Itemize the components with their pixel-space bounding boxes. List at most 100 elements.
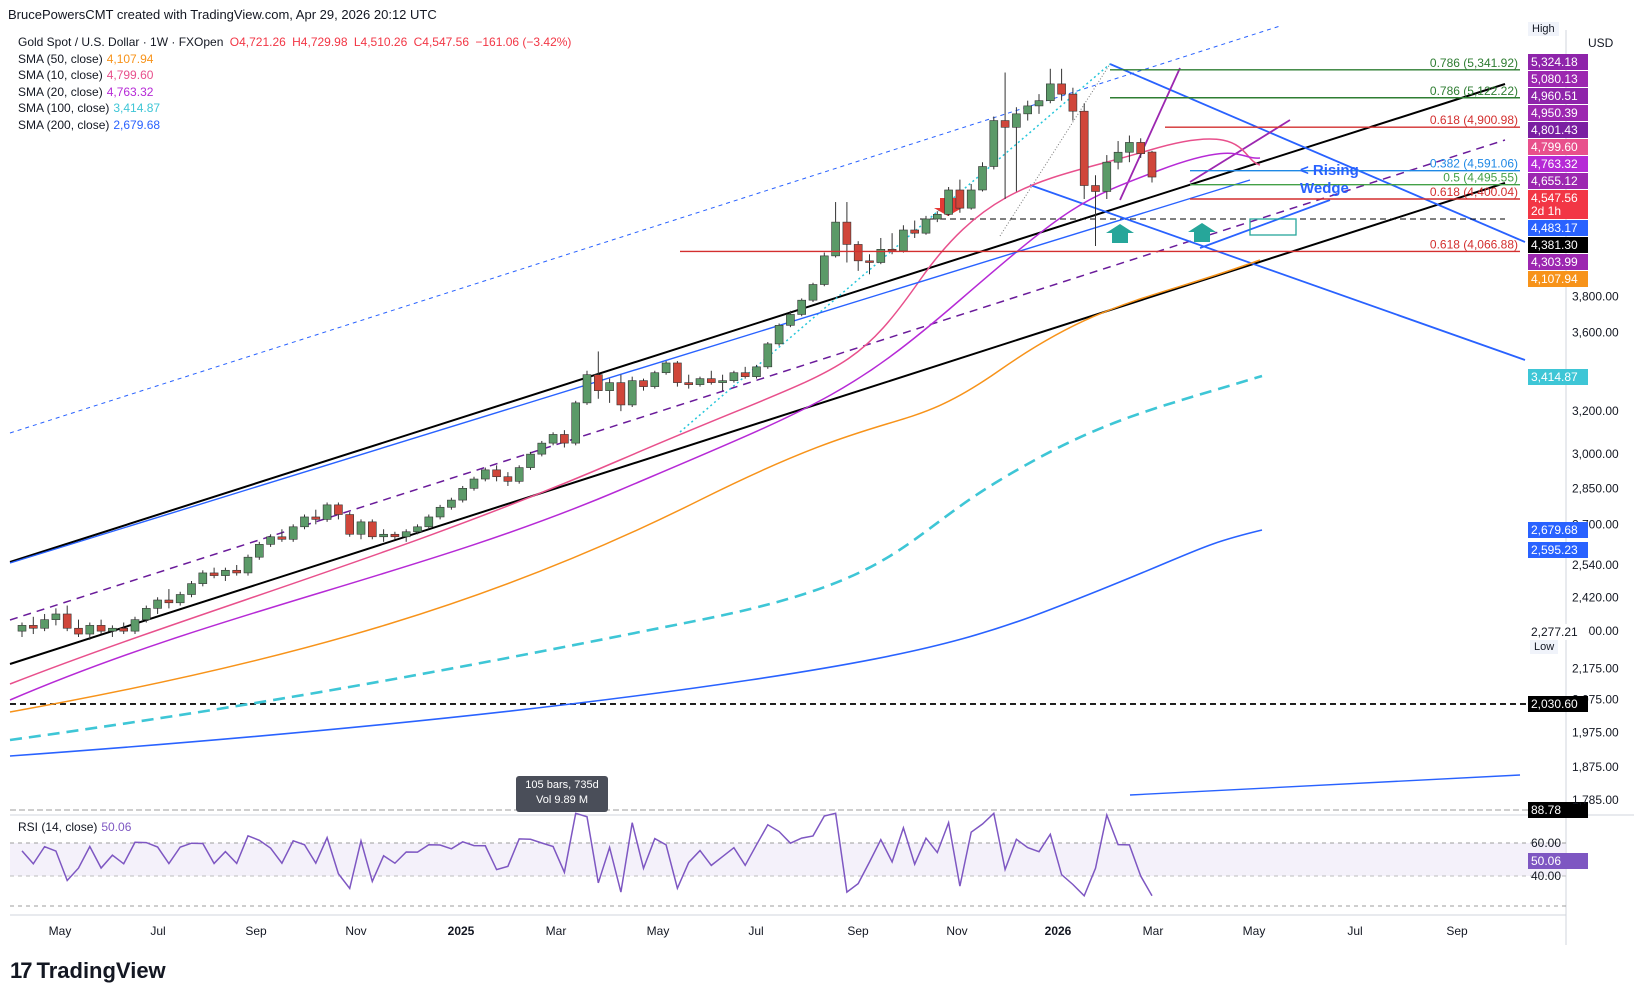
price-tag: [1528, 254, 1588, 270]
fib-level-label: 0.786 (5,341.92): [1430, 56, 1518, 70]
candle-body: [164, 599, 174, 604]
candle-body: [774, 325, 784, 345]
up-arrow-icon: [1188, 223, 1216, 242]
candle-body: [966, 189, 976, 209]
candle-body: [639, 380, 648, 387]
price-tag: [1528, 54, 1588, 70]
indicator-label: SMA (10, close): [18, 68, 103, 82]
rsi-scale-label: 50.06: [1531, 854, 1561, 868]
candle-body: [130, 619, 140, 632]
indicator-sma100[interactable]: SMA (100, close) 3,414.87: [18, 100, 571, 117]
candle-body: [571, 402, 581, 444]
candle-body: [1091, 185, 1100, 192]
candle-body: [593, 374, 603, 391]
low-tag: Low: [1530, 640, 1559, 654]
candle-body: [955, 189, 965, 209]
currency-label[interactable]: USD: [1588, 36, 1614, 50]
time-tick-label: Jul: [150, 924, 165, 938]
indicator-sma50[interactable]: SMA (50, close) 4,107.94: [18, 51, 571, 68]
candle-body: [763, 343, 773, 368]
price-tag-label: 4,799.60: [1531, 140, 1578, 154]
fib-level-label: 0.5 (4,495.55): [1443, 171, 1518, 185]
candle-body: [910, 229, 920, 234]
candle-body: [1023, 105, 1033, 115]
candle-body: [1102, 161, 1112, 192]
candle-body: [288, 526, 298, 540]
ohlc-open: O4,721.26: [229, 35, 286, 49]
candle-body: [379, 533, 388, 538]
candle-body: [1136, 142, 1145, 154]
candle-body: [740, 372, 750, 377]
candle-body: [40, 619, 49, 629]
candle-body: [605, 382, 614, 391]
tradingview-logo[interactable]: 17 TradingView: [10, 958, 166, 984]
symbol-title[interactable]: Gold Spot / U.S. Dollar · 1W · FXOpen: [18, 35, 224, 49]
candle-body: [458, 488, 468, 501]
price-tag-label: 3,414.87: [1531, 370, 1578, 384]
rising-wedge-label[interactable]: < Rising: [1300, 162, 1359, 179]
candle-body: [96, 625, 106, 632]
candle-body: [401, 531, 411, 538]
candle-body: [51, 613, 61, 620]
candle-body: [1147, 151, 1157, 178]
sma20-line: [9, 152, 1261, 701]
candle-body: [537, 442, 547, 455]
candle-body: [899, 229, 908, 252]
fib-level-label: 0.786 (5,122.22): [1430, 84, 1518, 98]
candle-body: [887, 249, 897, 252]
price-tag: [1528, 220, 1588, 236]
candle-body: [17, 625, 27, 632]
candle-body: [175, 594, 185, 604]
candle-body: [62, 613, 72, 629]
price-tick-label: 3,600.00: [1572, 326, 1619, 340]
candle-body: [514, 467, 524, 482]
candle-body: [1046, 83, 1055, 101]
candle-body: [390, 533, 400, 538]
price-tick-label: 1,785.00: [1572, 793, 1619, 807]
fib-levels: 0.786 (5,341.92) 0.786 (5,122.22) 0.618 (4…: [680, 56, 1520, 253]
dotted-gray-line: [999, 63, 1111, 237]
indicator-label: SMA (50, close): [18, 51, 103, 66]
rsi-scale-tag: [1528, 802, 1588, 818]
time-tick-label: Mar: [1143, 924, 1164, 938]
candle-body: [526, 453, 535, 468]
time-tick-label: May: [1243, 924, 1266, 938]
candle-body: [277, 536, 287, 540]
up-arrow-icon: [1106, 224, 1134, 243]
price-tag-label: 2d 1h: [1531, 204, 1561, 218]
price-tick-label: 3,000.00: [1572, 447, 1619, 461]
price-tag: [1528, 88, 1588, 104]
price-tick-label: 1,975.00: [1572, 726, 1619, 740]
candle-body: [560, 434, 569, 444]
price-tag-label: 4,483.17: [1531, 221, 1578, 235]
candle-body: [198, 572, 208, 584]
price-tag: [1528, 369, 1588, 385]
price-tick-label: 3,200.00: [1572, 404, 1619, 418]
time-tick-label: Sep: [1446, 924, 1468, 938]
time-axis-ticks: May Jul Sep Nov 2025 Mar May Jul Sep Nov 2026 Mar Ma…: [49, 924, 1468, 938]
price-tag-label: 4,763.32: [1531, 157, 1578, 171]
high-tag: High: [1528, 22, 1559, 36]
rsi-legend[interactable]: RSI (14, close) 50.06: [18, 820, 131, 834]
price-tag: [1528, 190, 1588, 206]
rsi-label: RSI (14, close): [18, 820, 98, 834]
indicator-sma200[interactable]: SMA (200, close) 2,679.68: [18, 117, 571, 134]
indicator-sma20[interactable]: SMA (20, close) 4,763.32: [18, 84, 571, 101]
time-tick-label: May: [647, 924, 670, 938]
indicator-sma10[interactable]: SMA (10, close) 4,799.60: [18, 67, 571, 84]
indicator-value: 2,679.68: [113, 117, 161, 132]
candle-body: [447, 499, 456, 508]
tradingview-logo-icon: 17: [10, 958, 33, 983]
channel-lower-line: [9, 182, 1506, 665]
fib-level-label: 0.618 (4,900.98): [1430, 113, 1518, 127]
dashed-trendline: [9, 25, 1281, 434]
candle-body: [413, 526, 422, 533]
candle-body: [153, 599, 162, 609]
rising-wedge-label-2[interactable]: Wedge: [1300, 180, 1349, 197]
indicator-value: 3,414.87: [113, 101, 161, 115]
candle-body: [1068, 93, 1078, 112]
sma10-line: [9, 138, 1261, 685]
candle-body: [221, 569, 230, 576]
